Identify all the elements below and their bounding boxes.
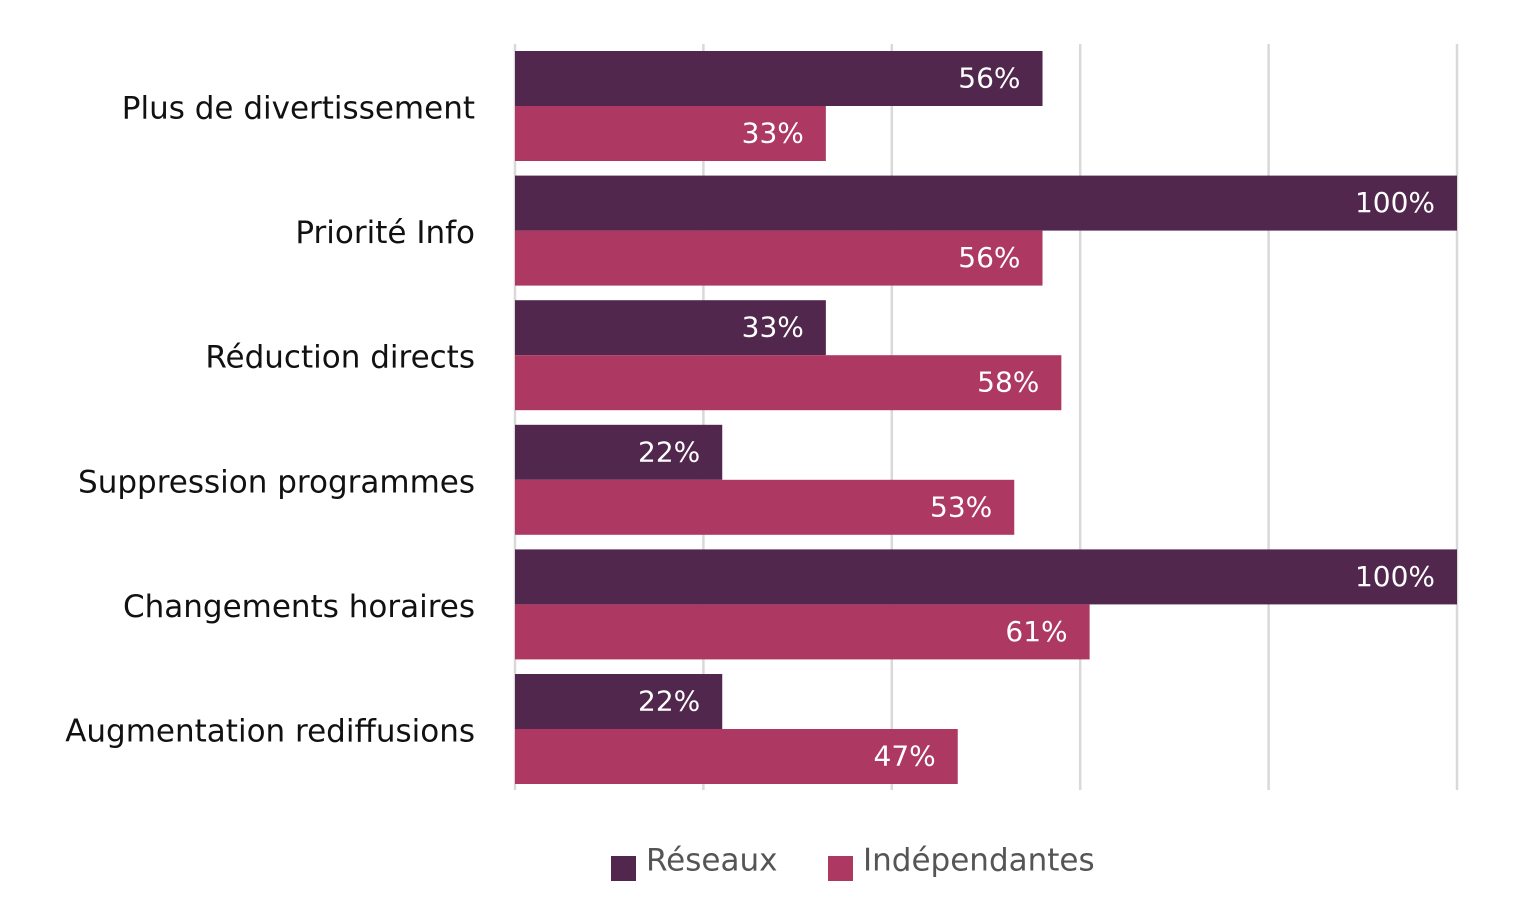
data-label: 22% xyxy=(638,435,700,468)
data-label: 33% xyxy=(742,117,804,150)
data-label: 33% xyxy=(742,311,804,344)
bar-series-2 xyxy=(515,604,1090,660)
category-label: Priorité Info xyxy=(295,215,475,251)
value-labels: 56% 33% 100% 56% 33% 58% 22% 53% 100% 61% 22% 47% xyxy=(638,62,1435,773)
category-labels: Plus de divertissement Priorité Info Réduc… xyxy=(65,91,475,750)
data-label: 100% xyxy=(1355,560,1435,593)
data-label: 47% xyxy=(874,740,936,773)
bar-series-1 xyxy=(515,674,723,729)
bar-series-2 xyxy=(515,729,958,784)
legend: Réseaux Indépendantes xyxy=(611,843,1095,881)
data-label: 61% xyxy=(1005,615,1067,648)
bar-series-1 xyxy=(515,175,1457,231)
bar-series-1 xyxy=(515,300,826,356)
data-label: 100% xyxy=(1355,186,1435,219)
legend-label: Indépendantes xyxy=(863,843,1095,879)
bars xyxy=(515,51,1457,784)
data-label: 22% xyxy=(638,685,700,718)
bar-series-2 xyxy=(515,355,1062,411)
bar-series-1 xyxy=(515,424,723,480)
gridlines xyxy=(513,44,1459,790)
legend-swatch xyxy=(611,856,636,881)
data-label: 53% xyxy=(930,490,992,523)
category-label: Réduction directs xyxy=(205,340,475,376)
bar-series-1 xyxy=(515,51,1043,106)
data-label: 56% xyxy=(958,62,1020,95)
category-label: Suppression programmes xyxy=(78,464,475,500)
bar-series-2 xyxy=(515,479,1015,535)
category-label: Augmentation rediffusions xyxy=(65,714,475,750)
bar-series-1 xyxy=(515,549,1457,605)
legend-swatch xyxy=(828,856,853,881)
data-label: 56% xyxy=(958,241,1020,274)
bar-series-2 xyxy=(515,230,1043,286)
bar-series-2 xyxy=(515,106,826,161)
legend-label: Réseaux xyxy=(646,843,777,879)
data-label: 58% xyxy=(977,366,1039,399)
category-label: Changements horaires xyxy=(123,589,475,625)
category-label: Plus de divertissement xyxy=(122,91,475,127)
